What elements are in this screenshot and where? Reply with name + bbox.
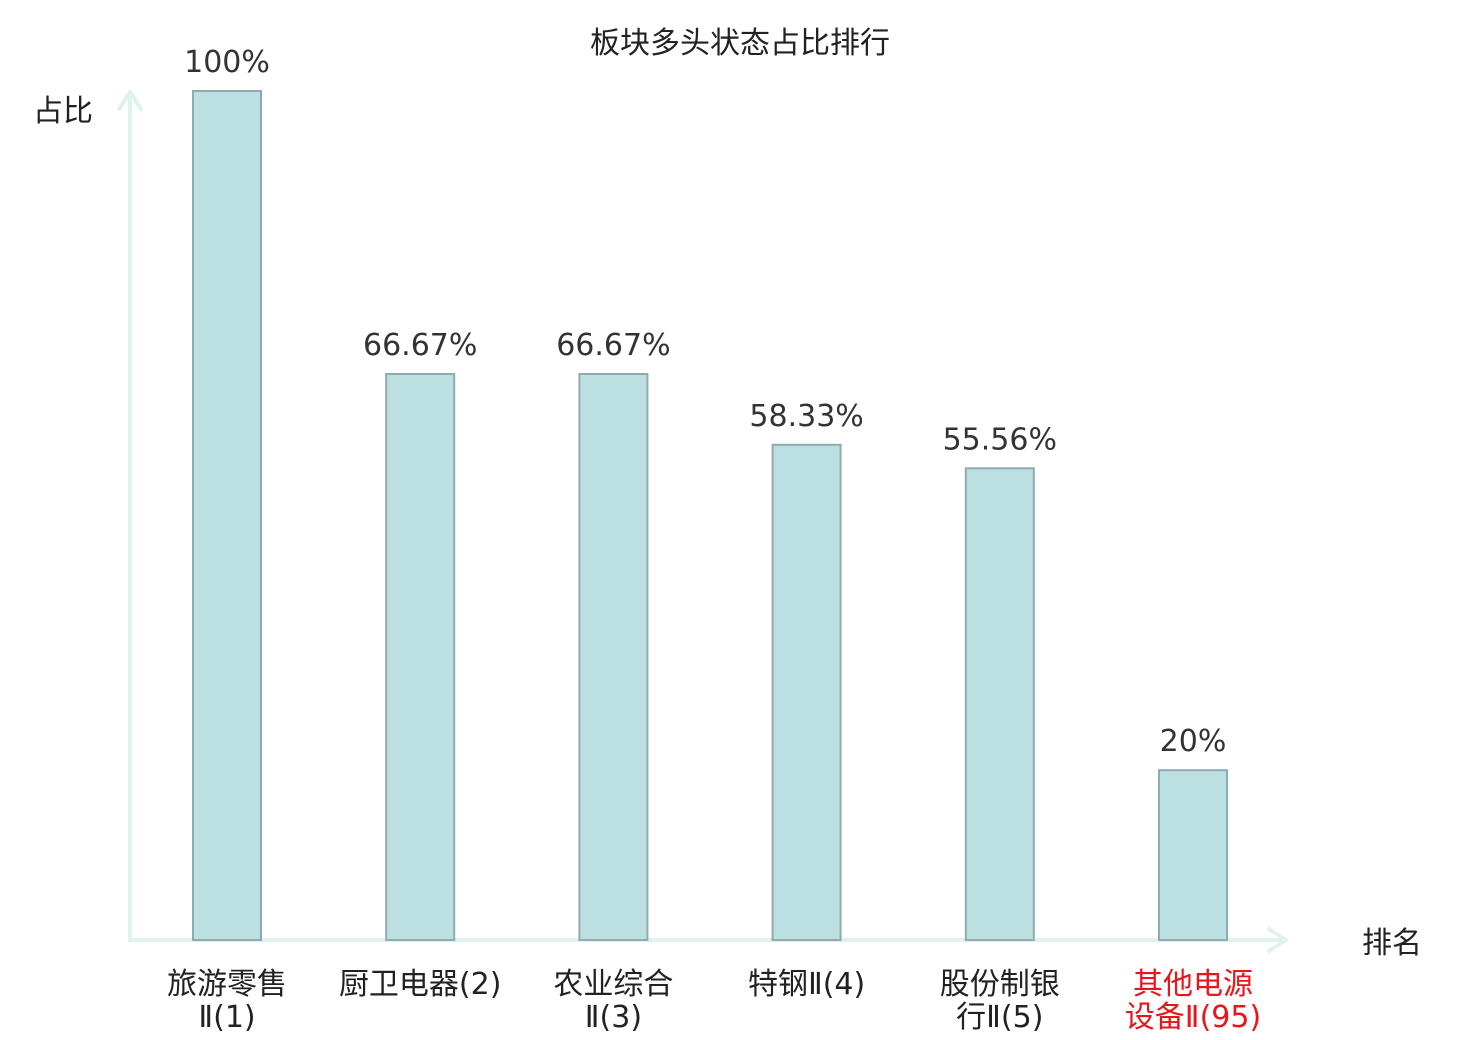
x-axis-arrowhead	[1267, 927, 1288, 953]
category-label: 设备Ⅱ(95)	[1125, 1000, 1261, 1035]
axes	[117, 90, 1288, 953]
bar	[192, 90, 262, 941]
category-label: 特钢Ⅱ(4)	[748, 967, 865, 1002]
bar-value-label: 58.33%	[749, 399, 863, 434]
category-label: Ⅱ(1)	[198, 1000, 255, 1035]
y-axis-arrowhead	[117, 90, 143, 111]
category-label: 厨卫电器(2)	[339, 967, 502, 1002]
category-label: 行Ⅱ(5)	[956, 1000, 1043, 1035]
bar	[964, 467, 1035, 941]
value-labels-group: 100% 66.67% 66.67% 58.33% 55.56% 20%	[184, 45, 1226, 759]
bar-value-label: 66.67%	[363, 328, 477, 363]
bars-group	[192, 90, 1228, 942]
y-axis-label: 占比	[33, 94, 93, 129]
bar	[771, 443, 842, 941]
chart-title: 板块多头状态占比排行	[590, 26, 890, 61]
bar	[1158, 769, 1228, 942]
bar	[578, 373, 649, 941]
bar	[385, 373, 456, 941]
category-label: 股份制银	[940, 967, 1060, 1002]
bar-value-label: 55.56%	[943, 422, 1057, 457]
bar-value-label: 100%	[184, 45, 270, 80]
category-label: 旅游零售	[167, 967, 287, 1002]
x-axis-label: 排名	[1362, 926, 1422, 961]
category-label: 农业综合	[553, 967, 673, 1002]
bar-value-label: 20%	[1160, 724, 1227, 759]
bar-value-label: 66.67%	[556, 328, 670, 363]
category-label: 其他电源	[1133, 967, 1253, 1002]
category-label: Ⅱ(3)	[585, 1000, 642, 1035]
